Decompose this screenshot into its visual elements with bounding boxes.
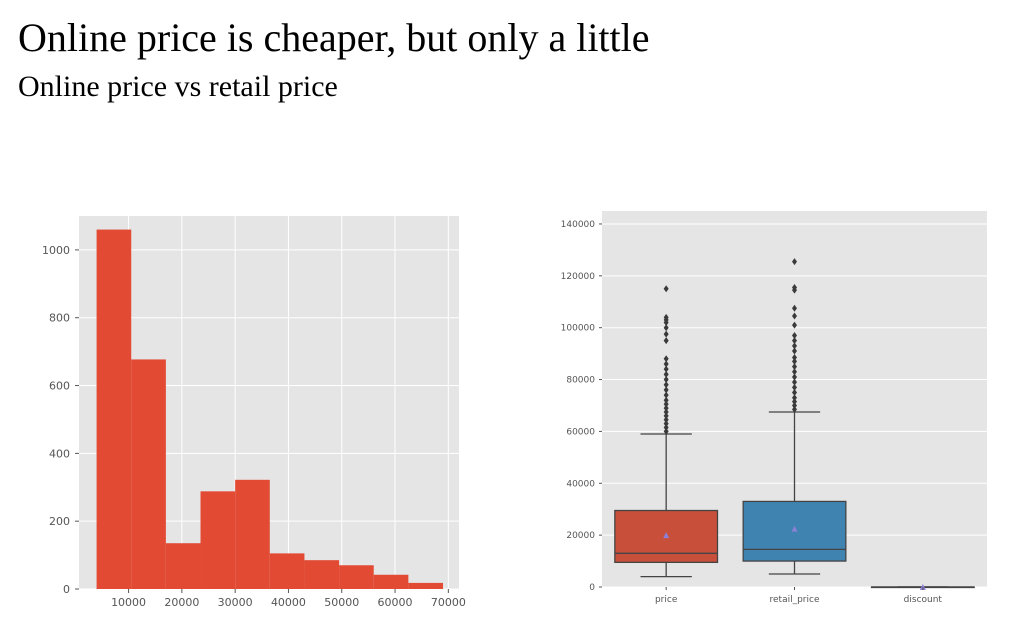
outlier-point xyxy=(792,337,797,345)
x-tick-label: 10000 xyxy=(111,596,146,609)
outlier-point xyxy=(792,368,797,376)
y-tick-label: 600 xyxy=(49,380,70,393)
histogram-bar xyxy=(96,229,132,589)
mean-marker xyxy=(791,525,798,532)
histogram-bar xyxy=(235,479,270,589)
histogram-chart: 10000 20000 30000 40000 50000 60000 70000 0 200 4… xyxy=(42,216,466,609)
x-tick-label: 50000 xyxy=(324,596,359,609)
outlier-point xyxy=(663,360,669,368)
outlier-point xyxy=(663,376,669,384)
outlier-point xyxy=(792,321,797,329)
outlier-point xyxy=(663,313,669,321)
outlier-point xyxy=(792,401,797,409)
histogram-bar xyxy=(269,553,305,589)
outlier-point xyxy=(663,408,669,416)
outlier-point xyxy=(663,285,669,293)
x-tick-label: discount xyxy=(904,595,943,605)
y-tick-label: 120000 xyxy=(561,272,596,282)
outlier-point xyxy=(792,283,797,291)
slide-title: Online price is cheaper, but only a litt… xyxy=(18,15,650,60)
y-tick-label: 140000 xyxy=(561,220,596,230)
outlier-point xyxy=(663,396,669,404)
outlier-point xyxy=(663,427,669,435)
outlier-point xyxy=(663,337,669,345)
outlier-point xyxy=(663,330,669,338)
outlier-point xyxy=(792,331,797,339)
outlier-point xyxy=(792,373,797,381)
outlier-point xyxy=(792,347,797,355)
outlier-point xyxy=(792,363,797,371)
x-tick-label: 70000 xyxy=(431,596,466,609)
outlier-point xyxy=(792,378,797,386)
y-tick-label: 60000 xyxy=(566,427,595,437)
y-tick-label: 1000 xyxy=(42,244,70,257)
outlier-point xyxy=(663,324,669,332)
outlier-point xyxy=(792,394,797,402)
outlier-point xyxy=(792,398,797,406)
y-tick-label: 40000 xyxy=(566,479,595,489)
outlier-point xyxy=(792,258,797,266)
y-tick-label: 0 xyxy=(589,583,595,593)
x-tick-label: retail_price xyxy=(770,595,820,605)
boxplot-chart: 0 20000 40000 60000 80000 100000 120000 140000 p… xyxy=(561,211,987,605)
outlier-point xyxy=(663,404,669,412)
histogram-bar xyxy=(373,574,409,589)
outlier-point xyxy=(663,400,669,408)
x-tick-label: 40000 xyxy=(271,596,306,609)
y-tick-label: 100000 xyxy=(561,324,596,334)
histogram-bar xyxy=(339,565,374,589)
x-tick-label: 60000 xyxy=(378,596,413,609)
outlier-point xyxy=(792,342,797,350)
x-tick-label: 30000 xyxy=(218,596,253,609)
histogram-bar xyxy=(131,359,166,589)
y-tick-label: 200 xyxy=(49,515,70,528)
outlier-point xyxy=(663,365,669,373)
outlier-point xyxy=(792,354,797,362)
y-tick-label: 0 xyxy=(63,583,70,596)
outlier-point xyxy=(792,389,797,397)
mean-marker xyxy=(663,532,670,539)
y-tick-label: 80000 xyxy=(566,376,595,386)
outlier-point xyxy=(792,405,797,413)
y-tick-label: 400 xyxy=(49,447,70,460)
y-tick-label: 800 xyxy=(49,312,70,325)
y-tick-label: 20000 xyxy=(566,531,595,541)
x-tick-label: 20000 xyxy=(164,596,199,609)
histogram-bar xyxy=(165,543,201,589)
outlier-point xyxy=(663,416,669,424)
outlier-point xyxy=(663,420,669,428)
outlier-point xyxy=(792,383,797,391)
outlier-point xyxy=(663,355,669,363)
outlier-point xyxy=(792,312,797,320)
x-tick-label: price xyxy=(655,595,678,605)
outlier-point xyxy=(663,412,669,420)
slide-subtitle: Online price vs retail price xyxy=(18,70,338,103)
outlier-point xyxy=(663,381,669,389)
outlier-point xyxy=(663,391,669,399)
outlier-point xyxy=(663,370,669,378)
histogram-bar xyxy=(200,491,236,589)
histogram-bar xyxy=(408,582,444,589)
outlier-point xyxy=(663,424,669,432)
outlier-point xyxy=(792,357,797,365)
histogram-bar xyxy=(304,560,340,589)
outlier-point xyxy=(663,386,669,394)
outlier-point xyxy=(792,304,797,312)
